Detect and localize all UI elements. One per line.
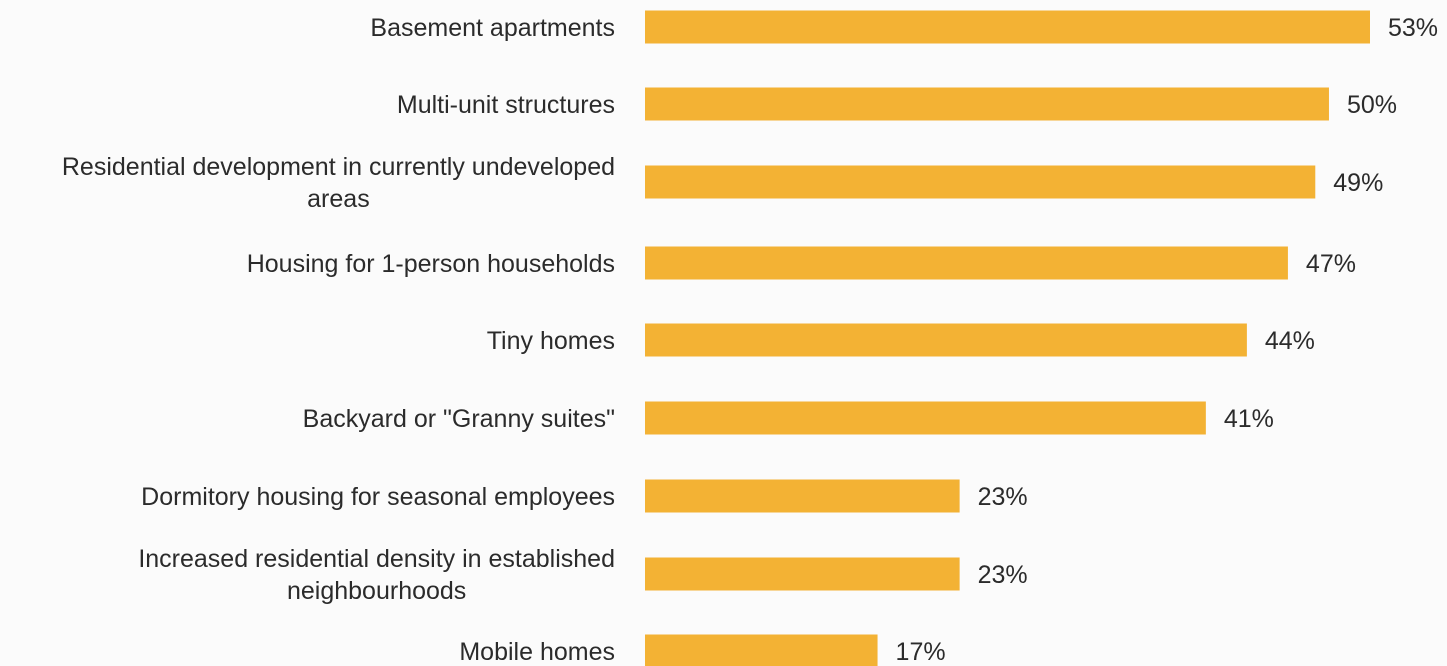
data-label: 17% <box>896 638 946 666</box>
data-label: 41% <box>1224 405 1274 433</box>
category-label-line: Basement apartments <box>370 14 615 42</box>
category-label-line: Mobile homes <box>459 638 615 666</box>
category-label: Backyard or "Granny suites" <box>303 405 615 433</box>
category-label-line: Residential development in currently und… <box>62 153 615 181</box>
category-label: Residential development in currently und… <box>62 153 615 213</box>
category-label: Tiny homes <box>487 327 615 355</box>
data-label: 23% <box>978 561 1028 589</box>
category-label-line: Increased residential density in establi… <box>138 545 615 573</box>
category-label: Dormitory housing for seasonal employees <box>141 483 615 511</box>
bar <box>645 401 1206 435</box>
category-label: Increased residential density in establi… <box>138 545 615 605</box>
category-label-line: Tiny homes <box>487 327 615 355</box>
data-label: 50% <box>1347 91 1397 119</box>
bar <box>645 87 1329 121</box>
data-label: 47% <box>1306 250 1356 278</box>
category-label: Mobile homes <box>459 638 615 666</box>
category-label-line: Multi-unit structures <box>397 91 615 119</box>
category-label: Multi-unit structures <box>397 91 615 119</box>
bar <box>645 479 960 513</box>
data-label: 23% <box>978 483 1028 511</box>
category-label-line: neighbourhoods <box>287 577 466 605</box>
data-label: 49% <box>1333 169 1383 197</box>
category-label: Basement apartments <box>370 14 615 42</box>
bar <box>645 557 960 591</box>
data-label: 53% <box>1388 14 1438 42</box>
category-label-line: areas <box>307 185 370 213</box>
bar <box>645 10 1370 44</box>
category-label-line: Backyard or "Granny suites" <box>303 405 615 433</box>
category-label: Housing for 1-person households <box>247 250 615 278</box>
bar <box>645 246 1288 280</box>
category-label-line: Dormitory housing for seasonal employees <box>141 483 615 511</box>
bar <box>645 165 1316 199</box>
bar <box>645 634 878 666</box>
data-label: 44% <box>1265 327 1315 355</box>
category-label-line: Housing for 1-person households <box>247 250 615 278</box>
bar <box>645 323 1247 357</box>
